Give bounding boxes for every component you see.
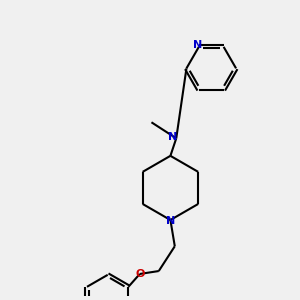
Text: O: O <box>135 269 145 279</box>
Text: N: N <box>193 40 202 50</box>
Text: N: N <box>168 132 177 142</box>
Text: N: N <box>166 217 175 226</box>
